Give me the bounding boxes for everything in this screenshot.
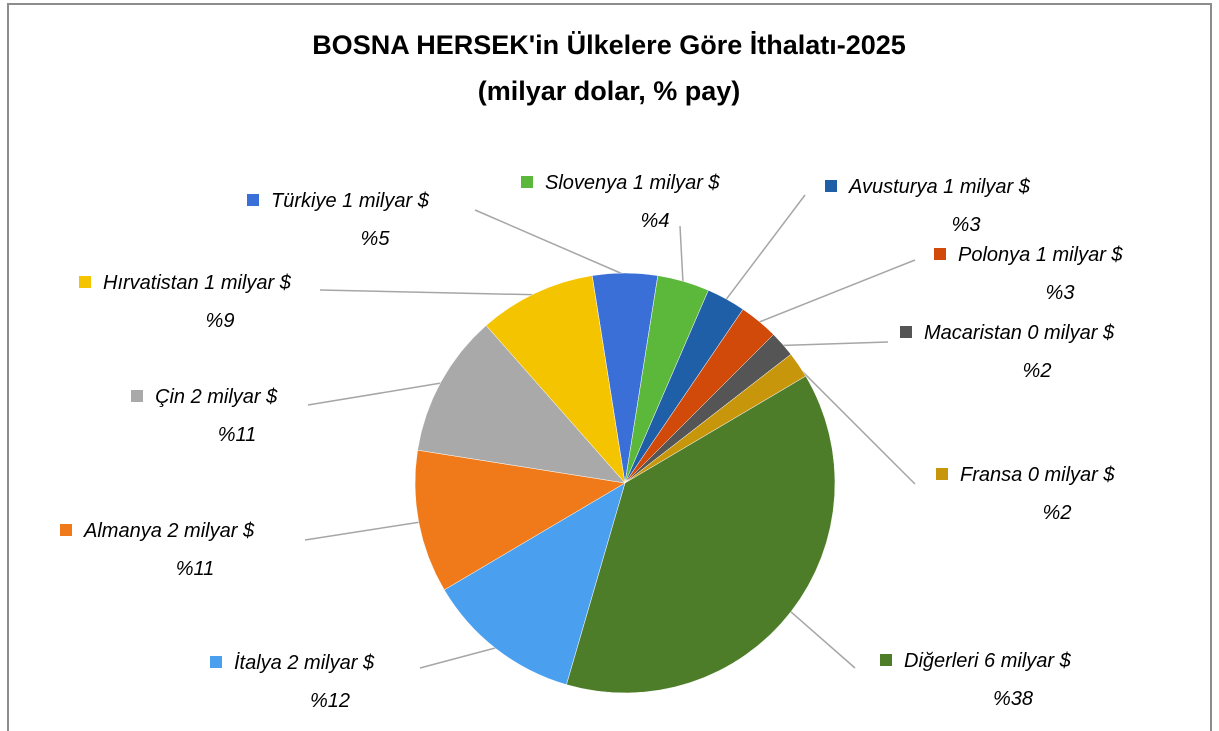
category-name: Polonya <box>958 244 1030 266</box>
amount-label: 2 milyar $ <box>286 652 375 674</box>
amount-label: 1 milyar $ <box>204 272 292 294</box>
chart-subtitle: (milyar dolar, % pay) <box>478 76 741 106</box>
data-label: Fransa 0 milyar $ <box>960 464 1115 486</box>
leader-line <box>474 209 626 276</box>
pie-slice <box>417 325 626 484</box>
percent-label: %2 <box>1043 502 1072 524</box>
pie-slice <box>414 449 626 591</box>
leader-line <box>757 259 916 324</box>
percent-label: %9 <box>206 310 235 332</box>
legend-marker <box>131 390 143 402</box>
category-name: İtalya <box>234 652 282 674</box>
data-label: Diğerleri 6 milyar $ <box>904 650 1072 672</box>
percent-label: %38 <box>993 688 1033 710</box>
legend-marker <box>880 654 892 666</box>
legend-marker <box>521 176 533 188</box>
data-label: Avusturya 1 milyar $ <box>848 176 1031 198</box>
legend-marker <box>900 326 912 338</box>
pie-slice <box>485 275 626 484</box>
data-label: Almanya 2 milyar $ <box>83 520 255 542</box>
chart-title: BOSNA HERSEK'in Ülkelere Göre İthalatı-2… <box>312 30 906 60</box>
amount-label: 1 milyar $ <box>1036 244 1124 266</box>
pie-slice <box>566 375 836 694</box>
legend-marker <box>79 276 91 288</box>
leader-line <box>319 289 537 296</box>
amount-label: 1 milyar $ <box>633 172 721 194</box>
amount-label: 6 milyar $ <box>984 650 1072 672</box>
pie-slice <box>443 482 626 685</box>
percent-label: %5 <box>361 228 391 250</box>
legend-marker <box>934 248 946 260</box>
leader-line <box>307 382 443 406</box>
legend-marker <box>60 524 72 536</box>
percent-label: %12 <box>310 690 350 712</box>
chart-frame <box>7 3 1212 731</box>
leader-line <box>780 341 889 347</box>
percent-label: %4 <box>641 210 670 232</box>
leader-line <box>796 365 916 485</box>
leader-line <box>724 194 806 302</box>
percent-label: %2 <box>1023 360 1052 382</box>
category-name: Hırvatistan <box>103 272 199 294</box>
data-label: Hırvatistan 1 milyar $ <box>103 272 292 294</box>
legend-marker <box>825 180 837 192</box>
category-name: Almanya <box>83 520 162 542</box>
legend-marker <box>247 194 259 206</box>
amount-label: 2 milyar $ <box>166 520 255 542</box>
leader-line <box>679 225 684 284</box>
percent-label: %3 <box>952 214 981 236</box>
data-label: Çin 2 milyar $ <box>155 386 278 408</box>
category-name: Fransa <box>960 464 1022 486</box>
leader-line <box>304 521 421 541</box>
category-name: Çin <box>155 386 185 408</box>
percent-label: %11 <box>218 424 257 446</box>
category-name: Slovenya <box>545 172 627 194</box>
data-label: Polonya 1 milyar $ <box>958 244 1123 266</box>
legend-marker <box>936 468 948 480</box>
leader-line <box>419 646 498 669</box>
category-name: Avusturya <box>848 176 938 198</box>
amount-label: 1 milyar $ <box>342 190 430 212</box>
data-label: İtalya 2 milyar $ <box>234 652 375 674</box>
percent-label: %11 <box>176 558 215 580</box>
leader-lines <box>304 194 916 669</box>
amount-label: 1 milyar $ <box>943 176 1031 198</box>
category-name: Macaristan <box>924 322 1022 344</box>
data-label: Slovenya 1 milyar $ <box>545 172 720 194</box>
amount-label: 0 milyar $ <box>1028 464 1116 486</box>
category-name: Türkiye <box>271 190 337 212</box>
percent-label: %3 <box>1046 282 1075 304</box>
amount-label: 2 milyar $ <box>190 386 279 408</box>
leader-line <box>788 609 856 669</box>
legend-marker <box>210 656 222 668</box>
amount-label: 0 milyar $ <box>1027 322 1115 344</box>
category-name: Diğerleri <box>904 650 979 672</box>
data-label: Türkiye 1 milyar $ <box>271 190 430 212</box>
data-label: Macaristan 0 milyar $ <box>924 322 1115 344</box>
